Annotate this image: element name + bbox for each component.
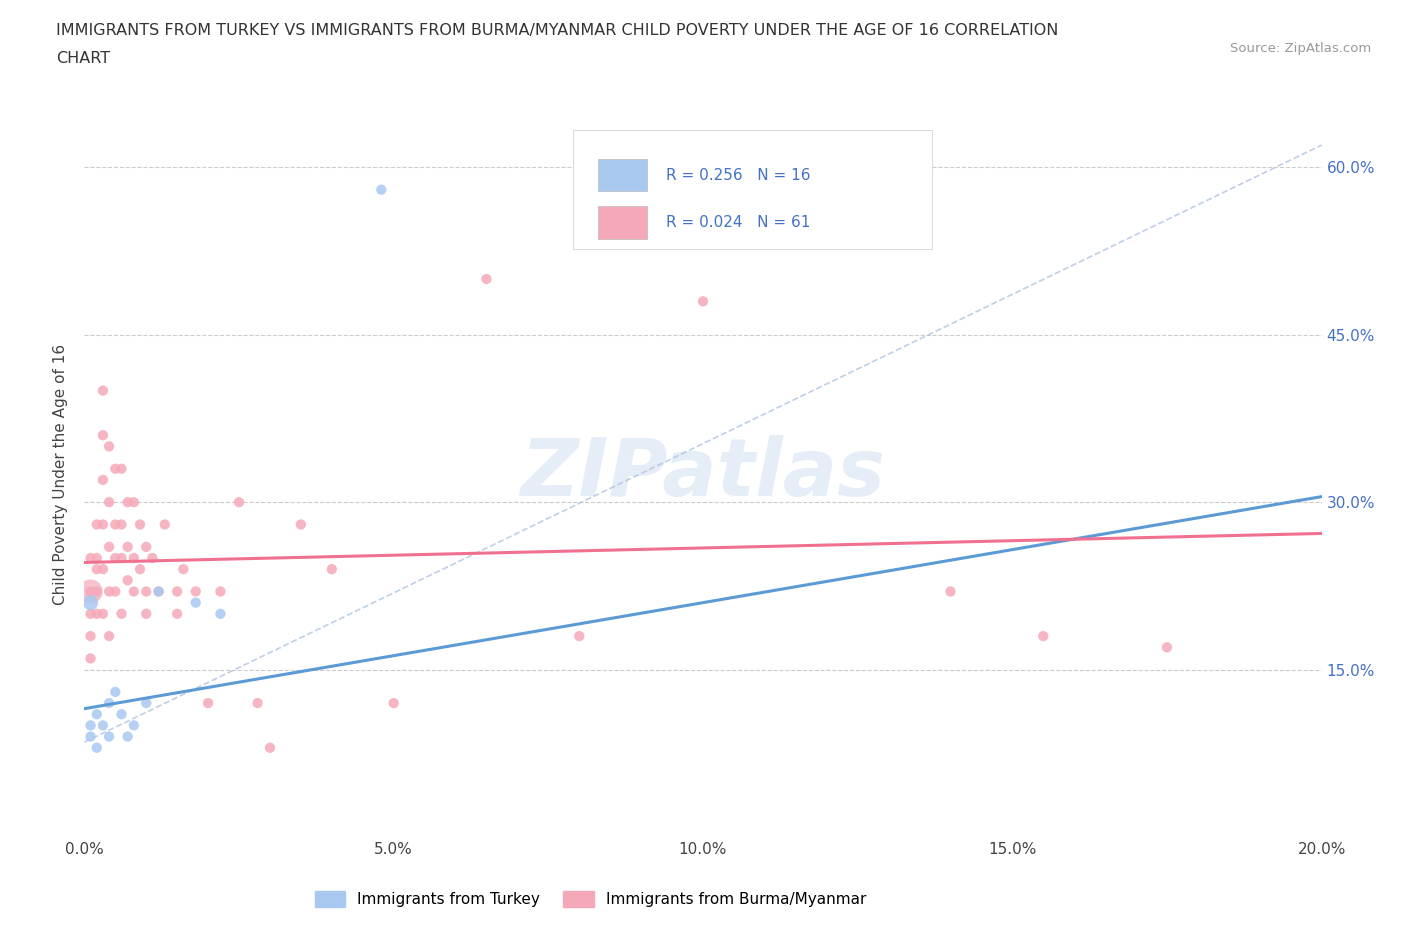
Point bbox=[98, 584, 121, 599]
Point bbox=[692, 294, 714, 309]
Point bbox=[104, 684, 127, 699]
Point bbox=[104, 551, 127, 565]
Point bbox=[91, 383, 114, 398]
Point bbox=[91, 472, 114, 487]
Point bbox=[382, 696, 405, 711]
Point bbox=[259, 740, 281, 755]
Y-axis label: Child Poverty Under the Age of 16: Child Poverty Under the Age of 16 bbox=[53, 344, 69, 604]
Point bbox=[86, 740, 108, 755]
Point bbox=[86, 584, 108, 599]
Point bbox=[122, 551, 145, 565]
Point bbox=[98, 629, 121, 644]
Point bbox=[148, 584, 170, 599]
Point bbox=[91, 606, 114, 621]
Point bbox=[79, 629, 101, 644]
Point bbox=[122, 584, 145, 599]
Point bbox=[110, 461, 132, 476]
Point bbox=[184, 595, 207, 610]
Point bbox=[110, 606, 132, 621]
Point bbox=[939, 584, 962, 599]
Point bbox=[86, 562, 108, 577]
Point bbox=[290, 517, 312, 532]
FancyBboxPatch shape bbox=[598, 159, 647, 192]
Point bbox=[98, 729, 121, 744]
Point bbox=[1032, 629, 1054, 644]
Point bbox=[79, 595, 101, 610]
Point bbox=[135, 539, 157, 554]
Point bbox=[79, 584, 101, 599]
Point bbox=[110, 707, 132, 722]
Text: ZIPatlas: ZIPatlas bbox=[520, 435, 886, 513]
Point bbox=[98, 539, 121, 554]
Point bbox=[135, 696, 157, 711]
Text: R = 0.256   N = 16: R = 0.256 N = 16 bbox=[666, 167, 810, 182]
Point bbox=[86, 606, 108, 621]
Point bbox=[79, 551, 101, 565]
Point bbox=[98, 495, 121, 510]
Point bbox=[86, 707, 108, 722]
Point bbox=[104, 461, 127, 476]
Point bbox=[110, 551, 132, 565]
Point bbox=[370, 182, 392, 197]
Point bbox=[79, 584, 101, 599]
Legend: Immigrants from Turkey, Immigrants from Burma/Myanmar: Immigrants from Turkey, Immigrants from … bbox=[308, 884, 873, 913]
Point bbox=[129, 562, 152, 577]
Text: Source: ZipAtlas.com: Source: ZipAtlas.com bbox=[1230, 42, 1371, 55]
Point bbox=[79, 651, 101, 666]
Point bbox=[568, 629, 591, 644]
Point bbox=[91, 562, 114, 577]
Point bbox=[117, 573, 139, 588]
Point bbox=[86, 517, 108, 532]
Point bbox=[91, 718, 114, 733]
Point bbox=[122, 718, 145, 733]
Point bbox=[79, 606, 101, 621]
Point bbox=[1156, 640, 1178, 655]
Point bbox=[98, 696, 121, 711]
Point bbox=[91, 428, 114, 443]
Point bbox=[209, 584, 232, 599]
Point bbox=[98, 439, 121, 454]
Point bbox=[117, 539, 139, 554]
Point bbox=[104, 584, 127, 599]
Point bbox=[321, 562, 343, 577]
Point bbox=[209, 606, 232, 621]
Text: CHART: CHART bbox=[56, 51, 110, 66]
Point bbox=[153, 517, 176, 532]
Point bbox=[184, 584, 207, 599]
Point bbox=[117, 495, 139, 510]
Point bbox=[475, 272, 498, 286]
Point bbox=[197, 696, 219, 711]
Point bbox=[246, 696, 269, 711]
Point bbox=[79, 729, 101, 744]
Point bbox=[172, 562, 194, 577]
Point bbox=[91, 517, 114, 532]
FancyBboxPatch shape bbox=[574, 130, 932, 249]
Text: R = 0.024   N = 61: R = 0.024 N = 61 bbox=[666, 215, 810, 230]
Point bbox=[110, 517, 132, 532]
Point bbox=[166, 584, 188, 599]
Point bbox=[148, 584, 170, 599]
Point bbox=[135, 606, 157, 621]
FancyBboxPatch shape bbox=[598, 206, 647, 239]
Point bbox=[135, 584, 157, 599]
Point bbox=[228, 495, 250, 510]
Point bbox=[122, 495, 145, 510]
Text: IMMIGRANTS FROM TURKEY VS IMMIGRANTS FROM BURMA/MYANMAR CHILD POVERTY UNDER THE : IMMIGRANTS FROM TURKEY VS IMMIGRANTS FRO… bbox=[56, 23, 1059, 38]
Point bbox=[141, 551, 163, 565]
Point bbox=[86, 551, 108, 565]
Point bbox=[117, 729, 139, 744]
Point bbox=[79, 718, 101, 733]
Point bbox=[129, 517, 152, 532]
Point bbox=[166, 606, 188, 621]
Point bbox=[104, 517, 127, 532]
